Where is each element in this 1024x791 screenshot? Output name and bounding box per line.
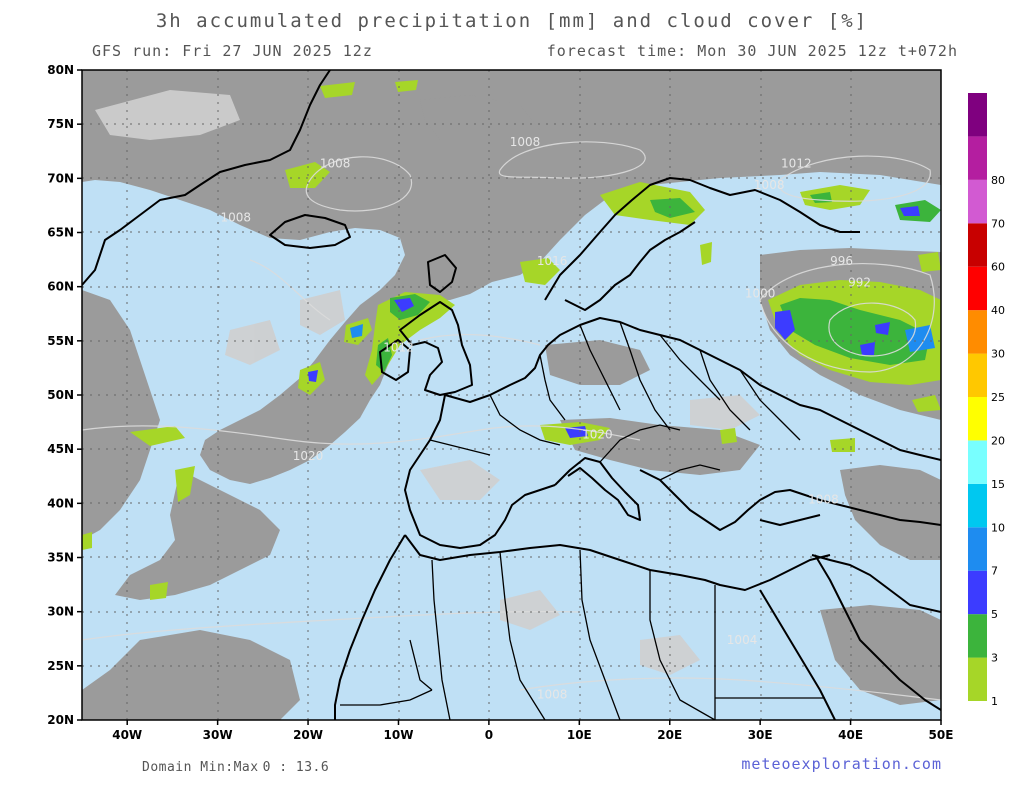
lat-tick-label: 70N	[47, 171, 74, 185]
colorbar-level-label: 70	[991, 217, 1005, 230]
isobar-label: 1008	[320, 157, 351, 171]
lon-tick-label: 30W	[203, 728, 233, 742]
colorbar-level-label: 60	[991, 261, 1005, 274]
lon-tick-label: 20E	[657, 728, 682, 742]
site-credit[interactable]: meteoexploration.com	[741, 755, 942, 773]
lon-tick-label: 50E	[929, 728, 954, 742]
colorbar-swatch	[968, 136, 987, 179]
isobar-label: 1012	[383, 341, 414, 355]
isobar-label: 1004	[727, 633, 758, 647]
lat-tick-label: 50N	[47, 388, 74, 402]
isobar-label: 1000	[745, 287, 776, 301]
lat-tick-label: 65N	[47, 226, 74, 240]
colorbar-swatch	[968, 397, 987, 440]
colorbar-swatch	[968, 571, 987, 614]
colorbar-swatch	[968, 93, 987, 136]
lon-tick-label: 40W	[112, 728, 142, 742]
isobar-label: 1008	[220, 211, 251, 225]
lat-tick-label: 30N	[47, 605, 74, 619]
colorbar-level-label: 5	[991, 608, 998, 621]
domain-minmax-value: 0 : 13.6	[263, 760, 330, 775]
colorbar-swatch	[968, 527, 987, 570]
colorbar-level-label: 40	[991, 304, 1005, 317]
lat-tick-label: 40N	[47, 496, 74, 510]
lat-tick-label: 80N	[47, 63, 74, 77]
isobar-label: 1008	[808, 492, 839, 506]
colorbar-level-label: 30	[991, 348, 1005, 361]
isobar-label: 1020	[582, 427, 613, 441]
colorbar-swatch	[968, 267, 987, 310]
domain-minmax-label: Domain Min:Max	[142, 760, 259, 775]
isobar-label: 1008	[510, 135, 541, 149]
lat-tick-label: 75N	[47, 117, 74, 131]
precipitation-colorbar: 1 3 5 7 10 15 20 25 30 40 60 70 80	[968, 93, 1005, 708]
lat-tick-label: 35N	[47, 551, 74, 565]
colorbar-level-label: 10	[991, 521, 1005, 534]
isobar-label: 992	[848, 276, 871, 290]
isobar-label: 996	[830, 254, 853, 268]
longitude-labels: 40W 30W 20W 10W 0 10E 20E 30E 40E 50E	[112, 720, 953, 742]
isobar-label: 1008	[754, 178, 785, 192]
lat-tick-label: 60N	[47, 280, 74, 294]
isobar-label: 1016	[537, 254, 568, 268]
lon-tick-label: 20W	[293, 728, 323, 742]
colorbar-level-label: 80	[991, 174, 1005, 187]
colorbar-swatch	[968, 310, 987, 353]
lat-tick-label: 20N	[47, 713, 74, 727]
colorbar-level-label: 15	[991, 478, 1005, 491]
colorbar-level-label: 3	[991, 652, 998, 665]
lon-tick-label: 40E	[838, 728, 863, 742]
colorbar-swatch	[968, 484, 987, 527]
lat-tick-label: 25N	[47, 659, 74, 673]
colorbar-swatch	[968, 614, 987, 657]
colorbar-swatch	[968, 223, 987, 266]
lat-tick-label: 55N	[47, 334, 74, 348]
lon-tick-label: 0	[485, 728, 493, 742]
colorbar-swatch	[968, 440, 987, 483]
colorbar-swatch	[968, 658, 987, 701]
lon-tick-label: 10E	[567, 728, 592, 742]
colorbar-swatch	[968, 180, 987, 223]
domain-minmax: Domain Min:Max 0 : 13.6	[138, 760, 329, 775]
lon-tick-label: 30E	[748, 728, 773, 742]
isobar-label: 1020	[293, 449, 324, 463]
lon-tick-label: 10W	[384, 728, 414, 742]
latitude-labels: 80N 75N 70N 65N 60N 55N 50N 45N 40N 35N 30N 25N 20N	[47, 63, 82, 727]
colorbar-level-label: 1	[991, 695, 998, 708]
colorbar-level-label: 7	[991, 565, 998, 578]
colorbar-level-label: 20	[991, 434, 1005, 447]
lat-tick-label: 45N	[47, 442, 74, 456]
colorbar-swatch	[968, 354, 987, 397]
isobar-label: 1012	[781, 157, 812, 171]
isobar-label: 1008	[537, 687, 568, 701]
colorbar-level-label: 25	[991, 391, 1005, 404]
